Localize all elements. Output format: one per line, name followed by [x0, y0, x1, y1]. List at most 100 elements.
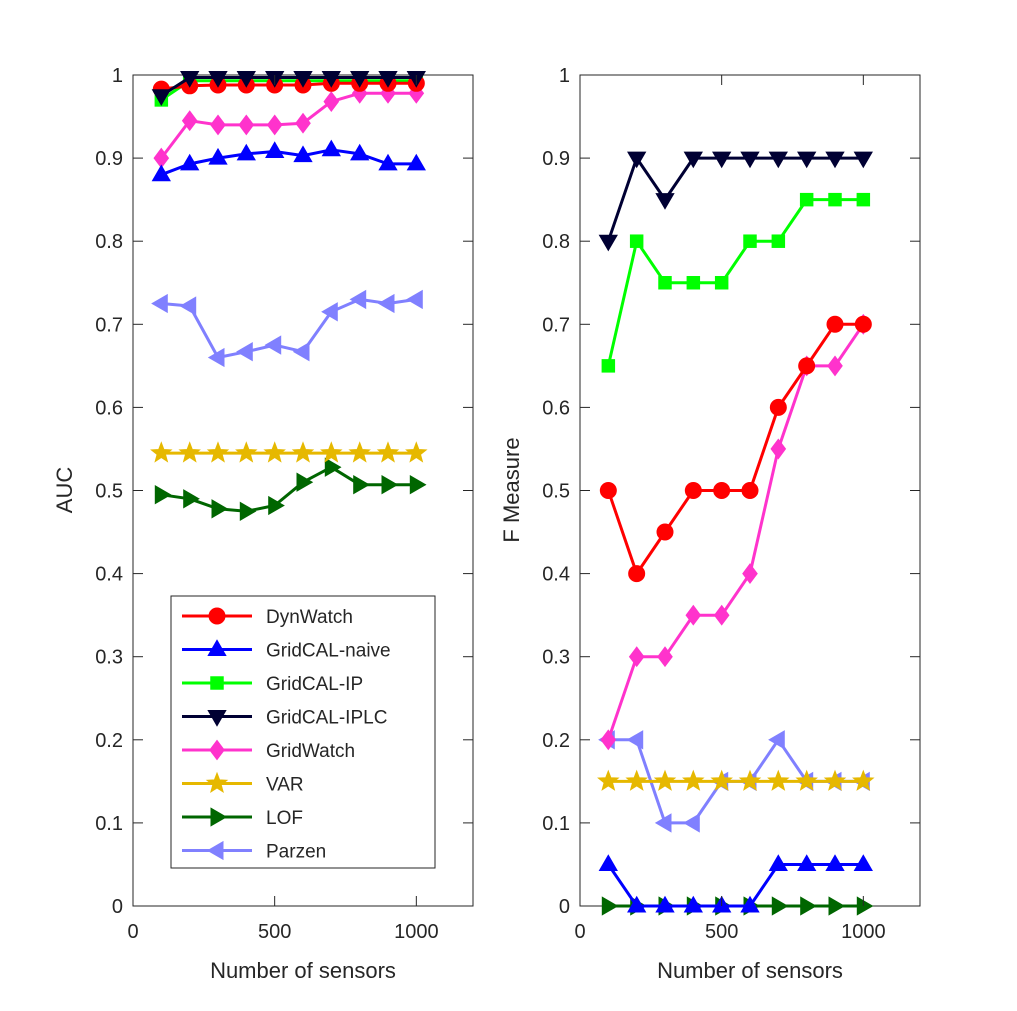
- auc-y-axis-label: AUC: [52, 467, 77, 514]
- auc-line-dynwatch: [161, 81, 417, 91]
- fmeasure-point-var: [625, 769, 648, 791]
- auc-y-tick-label: 0.7: [95, 314, 123, 336]
- fmeasure-point-gridcal-naive: [768, 854, 788, 871]
- auc-point-lof: [324, 457, 342, 477]
- auc-line-parzen: [161, 297, 417, 359]
- fmeasure-point-gridcal-ip: [856, 192, 871, 207]
- legend-entry-lof: LOF: [182, 807, 303, 829]
- auc-y-tick-label: 0.4: [95, 564, 123, 586]
- auc-point-parzen: [406, 289, 423, 310]
- auc-line-gridcal-naive: [160, 148, 417, 177]
- fmeasure-series-dynwatch: [599, 315, 872, 583]
- auc-point-gridcal-iplc: [321, 71, 341, 88]
- fmeasure-point-gridcal-naive: [853, 854, 873, 871]
- auc-point-lof: [409, 475, 427, 495]
- fmeasure-point-gridcal-naive: [598, 854, 618, 871]
- fmeasure-line-gridcal-naive: [607, 863, 864, 908]
- legend-marker-gridcal-ip: [210, 676, 224, 690]
- fmeasure-point-gridcal-iplc: [853, 151, 873, 169]
- fmeasure-x-tick-label: 0: [574, 921, 585, 943]
- auc-point-gridwatch: [181, 110, 198, 132]
- auc-ticks-layer: 0 500 1000 0 0.1 0.2 0.3 0.4 0.5 0.6 0.7 0.8 0.9 1: [95, 65, 473, 943]
- fmeasure-point-lof: [771, 896, 789, 916]
- auc-line-gridcal-ip: [160, 79, 417, 102]
- auc-point-parzen: [377, 293, 395, 314]
- fmeasure-point-gridcal-ip: [629, 234, 644, 248]
- auc-y-tick-label: 0.1: [95, 813, 123, 835]
- fmeasure-point-var: [653, 769, 677, 791]
- legend-marker-gridcal-naive: [207, 639, 227, 656]
- fmeasure-point-lof: [601, 896, 619, 916]
- fmeasure-y-tick-label: 0.1: [542, 813, 570, 835]
- auc-point-lof: [211, 499, 229, 519]
- fmeasure-x-axis-label: Number of sensors: [657, 958, 843, 983]
- fmeasure-y-axis-label: F Measure: [499, 437, 524, 542]
- auc-point-var: [291, 441, 315, 463]
- auc-point-gridcal-naive: [180, 153, 200, 171]
- fmeasure-point-gridwatch: [713, 604, 730, 626]
- auc-point-parzen: [321, 302, 338, 322]
- fmeasure-y-tick-label: 0.6: [542, 397, 570, 419]
- auc-point-gridcal-naive: [293, 145, 313, 163]
- auc-point-gridcal-iplc: [378, 71, 398, 88]
- auc-point-parzen: [207, 347, 225, 368]
- auc-series-var: [150, 441, 428, 463]
- fmeasure-series-gridcal-iplc: [598, 151, 873, 252]
- auc-point-lof: [268, 495, 285, 516]
- fmeasure-y-tick-label: 0.7: [542, 314, 570, 336]
- auc-point-parzen: [151, 293, 168, 314]
- auc-legend: DynWatch GridCAL-naive GridCAL-IP GridCAL-I…: [170, 595, 436, 869]
- auc-point-gridcal-iplc: [236, 71, 256, 88]
- auc-point-parzen: [349, 289, 367, 310]
- auc-y-tick-label: 1: [112, 65, 123, 87]
- fmeasure-point-parzen: [654, 813, 672, 833]
- auc-point-gridcal-iplc: [208, 71, 228, 88]
- legend-label-var: VAR: [266, 775, 304, 796]
- auc-point-var: [376, 441, 400, 463]
- fmeasure-point-gridwatch: [742, 563, 758, 585]
- fmeasure-point-dynwatch: [769, 398, 787, 416]
- auc-x-tick-label: 500: [258, 921, 291, 943]
- auc-series-gridcal-naive: [151, 139, 426, 182]
- fmeasure-point-dynwatch: [628, 565, 646, 583]
- fmeasure-point-gridcal-naive: [627, 895, 647, 913]
- auc-point-var: [235, 441, 258, 463]
- auc-point-var: [206, 441, 230, 463]
- auc-point-lof: [154, 485, 172, 505]
- auc-point-var: [150, 441, 173, 463]
- auc-series-layer: [150, 71, 428, 521]
- fmeasure-point-gridwatch: [827, 355, 843, 377]
- fmeasure-point-dynwatch: [684, 482, 702, 499]
- fmeasure-point-gridcal-ip: [686, 276, 701, 290]
- fmeasure-y-tick-label: 0.5: [542, 481, 570, 503]
- legend-entry-var: VAR: [182, 771, 304, 796]
- fmeasure-point-var: [682, 769, 705, 791]
- fmeasure-point-gridwatch: [628, 646, 645, 668]
- fmeasure-point-lof: [828, 896, 846, 916]
- fmeasure-y-tick-label: 0.2: [542, 730, 570, 752]
- legend-marker-dynwatch: [208, 607, 226, 625]
- fmeasure-point-gridcal-ip: [658, 276, 672, 290]
- fmeasure-y-tick-label: 0.8: [542, 231, 570, 253]
- fmeasure-point-gridcal-iplc: [825, 151, 845, 169]
- legend-marker-gridcal-iplc: [207, 710, 227, 727]
- fmeasure-point-gridcal-ip: [601, 359, 616, 373]
- legend-marker-gridwatch: [209, 739, 225, 761]
- fmeasure-point-dynwatch: [854, 315, 872, 333]
- fmeasure-line-gridwatch: [606, 323, 865, 741]
- auc-point-gridcal-naive: [350, 143, 370, 161]
- legend-box: [170, 595, 436, 869]
- fmeasure-point-gridcal-ip: [799, 192, 814, 207]
- fmeasure-point-gridcal-naive: [683, 895, 703, 913]
- fmeasure-line-dynwatch: [606, 322, 864, 576]
- legend-entry-gridwatch: GridWatch: [182, 739, 355, 762]
- fmeasure-point-var: [597, 769, 620, 791]
- auc-point-gridcal-naive: [406, 153, 426, 171]
- fmeasure-series-gridwatch: [600, 313, 872, 751]
- fmeasure-line-gridcal-iplc: [606, 156, 864, 242]
- fmeasure-point-gridcal-iplc: [683, 151, 703, 169]
- fmeasure-point-dynwatch: [741, 482, 759, 499]
- fmeasure-point-var: [710, 769, 733, 791]
